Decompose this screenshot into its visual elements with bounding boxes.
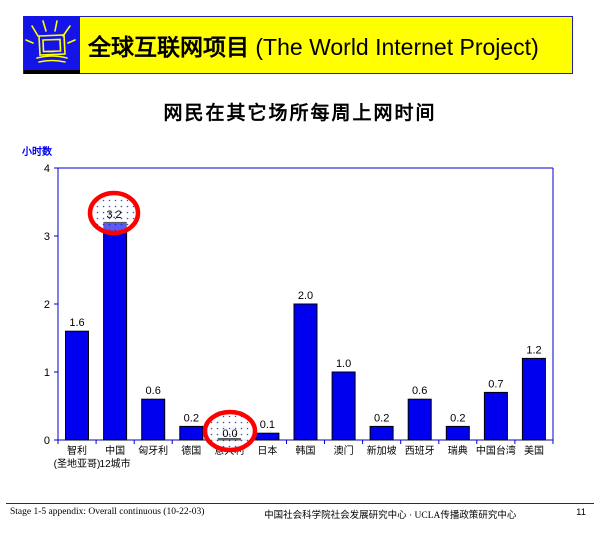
svg-text:0.2: 0.2 [184,412,199,424]
svg-text:中国台湾: 中国台湾 [476,444,516,457]
svg-text:(圣地亚哥): (圣地亚哥) [54,457,101,470]
svg-text:2.0: 2.0 [298,290,313,302]
svg-text:0.6: 0.6 [146,385,161,397]
svg-text:新加坡: 新加坡 [367,444,397,457]
svg-text:12城市: 12城市 [100,457,131,470]
svg-text:0: 0 [44,435,50,447]
svg-text:1.2: 1.2 [526,344,541,356]
svg-text:0.6: 0.6 [412,385,427,397]
svg-text:2: 2 [44,299,50,311]
svg-text:1: 1 [44,367,50,379]
svg-text:瑞典: 瑞典 [448,444,468,457]
svg-text:1.6: 1.6 [69,317,84,329]
svg-text:匈牙利: 匈牙利 [138,444,168,457]
svg-text:日本: 日本 [257,444,277,457]
svg-text:3: 3 [44,231,50,243]
svg-text:3.2: 3.2 [106,209,121,221]
svg-text:0.2: 0.2 [374,412,389,424]
svg-text:德国: 德国 [181,444,201,457]
svg-text:韩国: 韩国 [296,444,316,457]
svg-text:智利: 智利 [67,444,87,457]
svg-text:0.7: 0.7 [488,378,503,390]
svg-text:西班牙: 西班牙 [405,445,435,457]
svg-text:澳门: 澳门 [334,444,354,457]
svg-text:中国: 中国 [105,444,125,457]
svg-text:4: 4 [44,163,50,175]
svg-text:美国: 美国 [524,444,544,457]
svg-text:0.1: 0.1 [260,419,275,431]
svg-text:1.0: 1.0 [336,358,351,370]
svg-text:0.0: 0.0 [222,428,237,440]
svg-text:0.2: 0.2 [450,412,465,424]
